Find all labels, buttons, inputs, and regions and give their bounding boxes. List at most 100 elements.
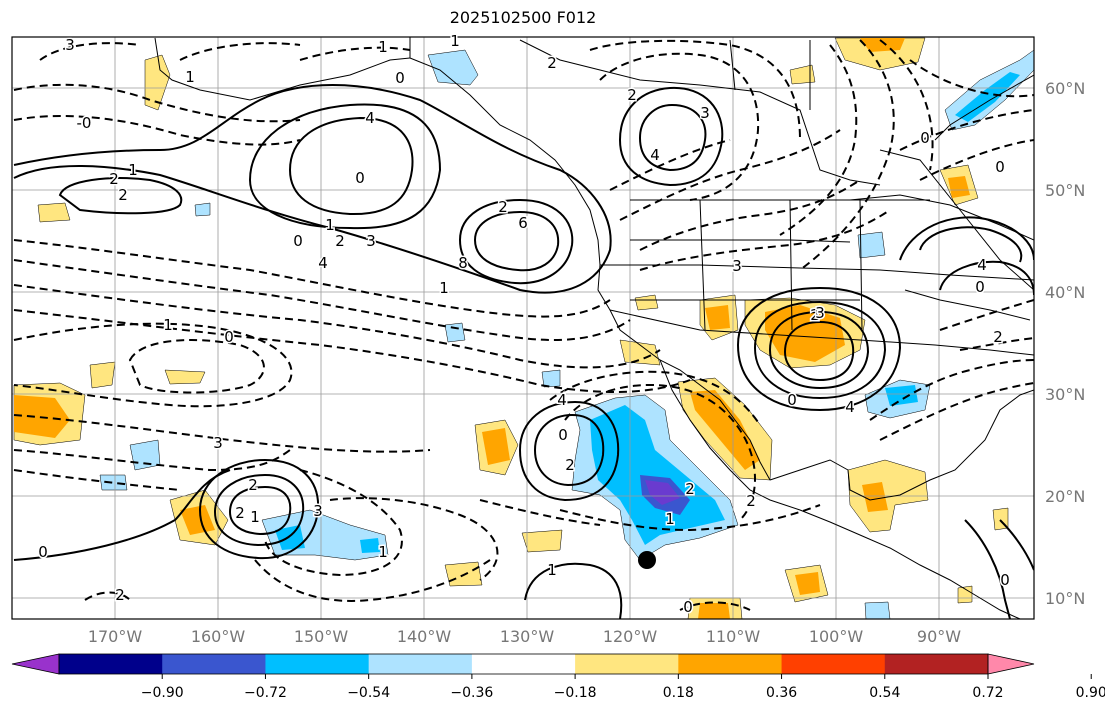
colorbar-tick-label: −0.36 xyxy=(450,685,493,701)
colorbar-box xyxy=(884,654,989,674)
anomaly-fill xyxy=(482,428,510,465)
anomaly-fill xyxy=(789,64,816,85)
contour-label: 4 xyxy=(318,254,328,272)
anomaly-fill xyxy=(948,176,970,198)
contour-label: 1 xyxy=(185,68,195,86)
gridlines xyxy=(12,37,1034,619)
lon-label: 150°W xyxy=(294,627,349,646)
contour-label: 2 xyxy=(115,586,125,604)
contour-label: 2 xyxy=(248,476,258,494)
anomaly-fill xyxy=(360,538,380,553)
anomaly-fill xyxy=(180,505,215,535)
contour-label: 4 xyxy=(650,146,660,164)
anomaly-fill xyxy=(857,231,886,259)
colorbar-tick-label: 0.18 xyxy=(663,685,694,701)
contour-label: 4 xyxy=(845,398,855,416)
contour-label: 4 xyxy=(977,256,987,274)
colorbar-box xyxy=(59,654,163,674)
anomaly-fill xyxy=(129,439,161,471)
contour-label: 0 xyxy=(683,598,693,616)
anomaly-fill xyxy=(89,361,116,389)
contour-label: 2 xyxy=(627,86,637,104)
anomaly-fill xyxy=(795,572,820,595)
colorbar-frame xyxy=(58,653,989,675)
contour-label: 0 xyxy=(38,543,48,561)
contour-label: 2 xyxy=(746,492,756,510)
contour-label: 0 xyxy=(395,69,405,87)
lat-label: 20°N xyxy=(1045,487,1085,506)
colorbar-tick-label: −0.18 xyxy=(554,685,597,701)
anomaly-fill xyxy=(164,369,206,385)
lon-label: 120°W xyxy=(603,627,658,646)
anomaly-fill xyxy=(99,474,128,491)
contour-label: 2 xyxy=(565,456,575,474)
contour-label: 2 xyxy=(993,328,1003,346)
longitude-labels: 170°W 160°W 150°W 140°W 130°W 120°W 110°… xyxy=(88,627,961,646)
anomaly-fill xyxy=(864,601,891,619)
anomaly-fill xyxy=(955,72,1020,122)
contour-label: 1 xyxy=(378,38,388,56)
anomaly-fill xyxy=(194,202,211,217)
contour-label: 1 xyxy=(250,508,260,526)
lon-label: 130°W xyxy=(500,627,555,646)
contour-label: 1 xyxy=(665,510,675,528)
contour-label: 3 xyxy=(732,257,742,275)
anomaly-fill xyxy=(690,390,760,470)
contour-label: 0 xyxy=(975,278,985,296)
colorbar-box xyxy=(471,654,576,674)
map-layers xyxy=(12,37,1034,619)
contour-label: 2 xyxy=(498,198,508,216)
anomaly-fill xyxy=(37,202,71,223)
contour-label: 3 xyxy=(700,104,710,122)
lon-label: 170°W xyxy=(88,627,143,646)
contour-label: 0 xyxy=(224,328,234,346)
anomaly-fill xyxy=(541,369,561,388)
colorbar-box xyxy=(678,654,783,674)
colorbar-tick-label: −0.54 xyxy=(347,685,390,701)
latitude-labels: 60°N 50°N 40°N 30°N 20°N 10°N xyxy=(1045,79,1085,608)
colorbar-tick-label: 0.54 xyxy=(869,685,900,701)
dashed-contours xyxy=(13,39,1034,611)
contour-label: 3 xyxy=(815,304,825,322)
contour-label: 6 xyxy=(518,214,528,232)
shading-negative xyxy=(99,49,1034,619)
contour-label: 2 xyxy=(118,186,128,204)
anomaly-fill xyxy=(705,305,730,330)
colorbar-left-arrow xyxy=(11,653,60,675)
solid-contours xyxy=(13,84,1034,619)
colorbar-ticks: −0.90 −0.72 −0.54 −0.36 −0.18 0.18 0.36 0.54 0.7… xyxy=(141,674,1105,701)
contour-label: 2 xyxy=(547,54,557,72)
lat-label: 60°N xyxy=(1045,79,1085,98)
lat-label: 50°N xyxy=(1045,181,1085,200)
contour-label: 0 xyxy=(787,391,797,409)
contour-label: 1 xyxy=(163,316,173,334)
anomaly-fill xyxy=(860,38,905,52)
contour-label: 2 xyxy=(235,504,245,522)
contour-label: 0 xyxy=(920,129,930,147)
contour-label: 1 xyxy=(450,32,460,50)
contour-label: 2 xyxy=(109,170,119,188)
colorbar-box xyxy=(265,654,370,674)
lat-label: 40°N xyxy=(1045,283,1085,302)
contour-label: 1 xyxy=(128,161,138,179)
location-marker xyxy=(638,551,656,569)
colorbar-box xyxy=(575,654,679,674)
contour-label: 1 xyxy=(378,543,388,561)
anomaly-fill xyxy=(645,480,680,505)
colorbar-tick-label: −0.90 xyxy=(141,685,184,701)
lon-label: 110°W xyxy=(706,627,761,646)
colorbar-tick-label: 0.72 xyxy=(972,685,1003,701)
lat-label: 30°N xyxy=(1045,385,1085,404)
contour-label: 1 xyxy=(439,279,449,297)
contour-label: 4 xyxy=(557,391,567,409)
anomaly-fill xyxy=(862,482,888,512)
contour-label: 0 xyxy=(995,158,1005,176)
lat-label: 10°N xyxy=(1045,589,1085,608)
anomaly-fill xyxy=(590,405,725,545)
lon-label: 90°W xyxy=(917,627,961,646)
contour-label: 0 xyxy=(355,169,365,187)
lon-label: 140°W xyxy=(397,627,452,646)
anomaly-fill xyxy=(444,322,466,343)
